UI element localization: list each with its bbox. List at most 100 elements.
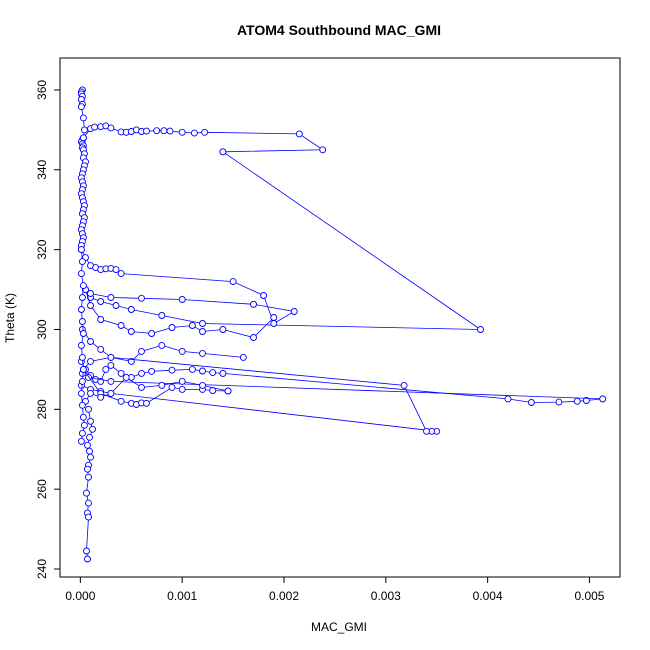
data-point <box>138 294 145 302</box>
data-point <box>78 429 86 437</box>
x-tick-label: 0.004 <box>473 589 503 603</box>
data-point <box>148 330 156 337</box>
data-point <box>199 367 206 375</box>
data-point <box>79 413 87 421</box>
data-point <box>219 148 227 156</box>
data-series <box>219 369 607 406</box>
series-line <box>81 356 437 432</box>
data-point <box>166 127 174 135</box>
data-point <box>158 341 166 349</box>
data-point <box>78 377 86 385</box>
data-point <box>117 322 125 329</box>
data-point <box>78 318 86 325</box>
data-point <box>84 555 91 563</box>
series-line <box>85 376 229 402</box>
data-point <box>87 290 94 297</box>
data-point <box>148 367 156 375</box>
data-point <box>107 361 115 369</box>
data-point <box>199 320 206 327</box>
data-series <box>82 286 257 308</box>
data-series <box>82 286 278 341</box>
data-point <box>83 489 90 497</box>
data-point <box>127 328 135 335</box>
data-point <box>107 389 115 397</box>
data-point <box>117 270 125 278</box>
data-point <box>143 399 150 407</box>
data-point <box>138 383 145 391</box>
data-point <box>97 393 105 401</box>
data-point <box>270 320 278 327</box>
data-point <box>209 369 217 377</box>
data-point <box>122 373 130 381</box>
data-point <box>107 353 115 361</box>
data-point <box>77 437 85 445</box>
data-point <box>270 314 278 321</box>
data-point <box>239 353 247 361</box>
chart-title: ATOM4 Southbound MAC_GMI <box>237 22 441 38</box>
data-point <box>77 341 85 349</box>
data-point <box>78 353 86 361</box>
data-point <box>78 294 86 301</box>
data-point <box>77 246 85 254</box>
data-series <box>78 369 607 403</box>
y-axis-label: Theta (K) <box>3 293 17 343</box>
data-point <box>400 381 408 389</box>
x-axis-label: MAC_GMI <box>311 620 367 634</box>
data-point <box>158 381 166 389</box>
data-series <box>79 122 327 156</box>
data-series <box>77 246 88 445</box>
data-series <box>78 326 247 365</box>
data-point <box>79 330 87 337</box>
data-point <box>87 357 94 365</box>
data-point <box>97 298 105 305</box>
data-series <box>77 357 227 385</box>
data-series <box>82 373 232 405</box>
data-point <box>219 369 227 377</box>
x-tick-label: 0.005 <box>574 589 604 603</box>
data-point <box>168 366 176 374</box>
data-point <box>79 134 87 142</box>
data-point <box>77 270 85 278</box>
data-point <box>127 306 135 313</box>
data-point <box>83 547 90 555</box>
data-point <box>138 347 145 355</box>
data-point <box>158 312 166 319</box>
data-point <box>199 349 206 357</box>
data-point <box>87 417 94 425</box>
data-point <box>86 433 93 441</box>
series-line <box>81 249 296 325</box>
data-point <box>219 326 227 333</box>
plot-frame <box>59 57 621 578</box>
data-point <box>260 292 268 299</box>
data-point <box>160 127 168 135</box>
data-point <box>423 427 430 435</box>
x-tick-label: 0.002 <box>269 589 299 603</box>
data-point <box>117 369 125 377</box>
data-point <box>85 405 92 413</box>
data-point <box>199 381 206 389</box>
data-point <box>79 282 87 290</box>
data-point <box>85 513 92 521</box>
data-point <box>117 397 125 405</box>
data-point <box>79 365 87 373</box>
data-point <box>477 326 484 333</box>
data-point <box>250 334 257 341</box>
data-point <box>290 308 298 315</box>
data-point <box>199 328 206 335</box>
data-point <box>188 322 196 329</box>
data-point <box>178 128 186 136</box>
data-point <box>107 294 115 301</box>
data-point <box>201 128 209 136</box>
data-point <box>190 129 198 137</box>
x-tick-label: 0.000 <box>65 589 95 603</box>
series-line <box>83 369 229 405</box>
y-axis: 240 260 280 300 320 340 360 <box>35 80 61 579</box>
data-point <box>153 127 161 135</box>
data-point <box>97 345 105 353</box>
data-point <box>188 365 196 373</box>
data-point <box>178 385 186 393</box>
y-tick-label: 300 <box>35 319 49 339</box>
data-point <box>77 389 85 397</box>
data-point <box>89 425 97 433</box>
